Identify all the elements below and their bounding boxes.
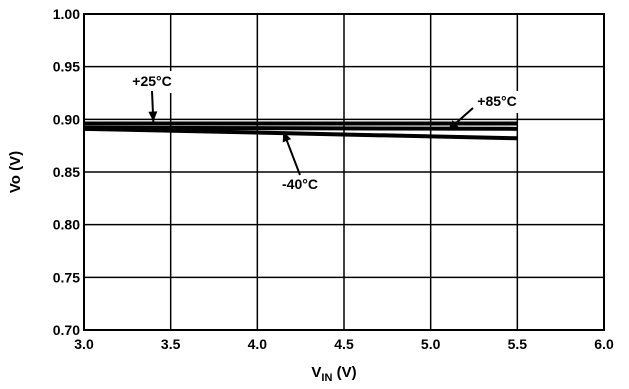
annotation-label: -40°C xyxy=(282,176,318,192)
annotations: +25°C +85°C -40°C xyxy=(120,71,530,196)
plot-frame xyxy=(83,13,605,331)
series-line xyxy=(83,125,518,131)
x-tick-label: 5.5 xyxy=(508,336,528,352)
grid xyxy=(83,13,605,331)
annotation-arrowhead xyxy=(282,131,292,143)
annotation-bg xyxy=(464,91,530,113)
tick-labels: 3.0 3.5 4.0 4.5 5.0 5.5 6.0 0.70 0.75 0.80 0.85 0.9… xyxy=(53,6,614,352)
y-tick-label: 0.75 xyxy=(53,269,80,285)
annotation-bg xyxy=(268,174,332,196)
y-tick-label: 0.85 xyxy=(53,164,80,180)
x-axis-label: VIN (V) xyxy=(311,364,356,384)
y-tick-label: 0.70 xyxy=(53,322,80,338)
y-tick-label: 0.90 xyxy=(53,111,80,127)
annotation-label: +85°C xyxy=(477,93,516,109)
x-tick-label: 6.0 xyxy=(594,336,614,352)
annotation-bg xyxy=(120,71,184,93)
x-tick-label: 3.5 xyxy=(161,336,181,352)
x-tick-label: 4.5 xyxy=(334,336,354,352)
series-lines xyxy=(83,121,518,141)
y-axis-label: Vo (V) xyxy=(7,151,24,193)
x-tick-label: 4.0 xyxy=(248,336,268,352)
annotation-arrowhead xyxy=(448,120,459,131)
x-tick-label: 5.0 xyxy=(421,336,441,352)
y-tick-label: 0.95 xyxy=(53,59,80,75)
y-tick-label: 0.80 xyxy=(53,217,80,233)
annotation-arrowhead xyxy=(148,111,158,122)
annotation-label: +25°C xyxy=(132,73,171,89)
x-tick-label: 3.0 xyxy=(74,336,94,352)
y-tick-label: 1.00 xyxy=(53,6,80,22)
series-line xyxy=(83,126,518,141)
